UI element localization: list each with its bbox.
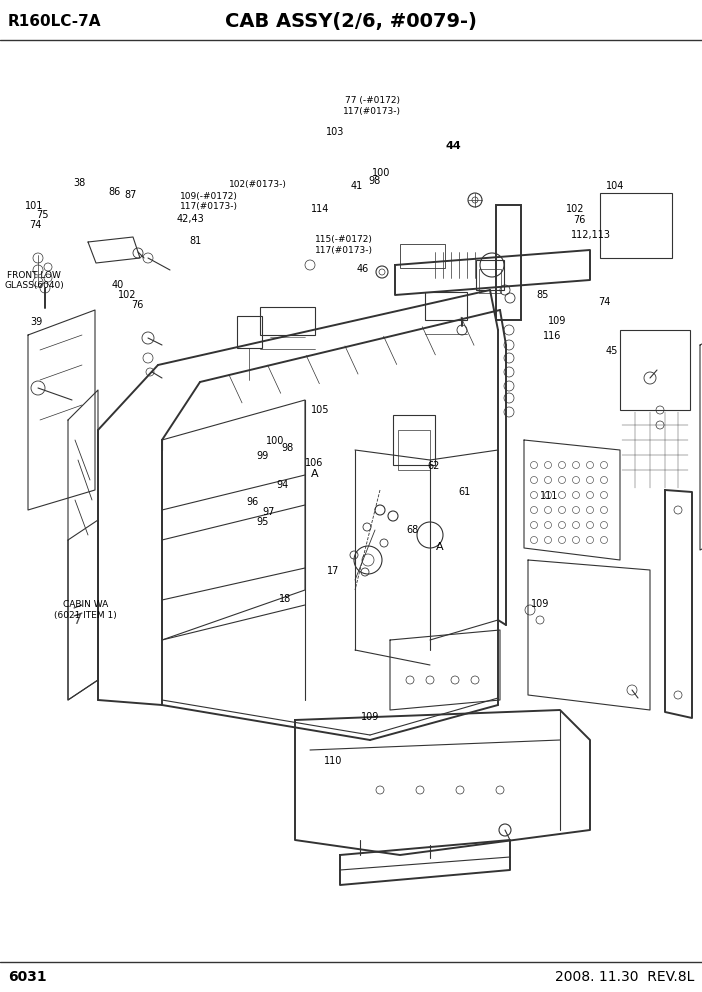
Text: 77 (-#0172)
117(#0173-): 77 (-#0172) 117(#0173-)	[343, 96, 401, 116]
Text: 111: 111	[540, 491, 558, 501]
Text: CABIN WA
(6021 ITEM 1): CABIN WA (6021 ITEM 1)	[54, 600, 117, 620]
Text: 62: 62	[428, 461, 440, 471]
Text: 61: 61	[458, 487, 470, 497]
Text: 109: 109	[531, 599, 549, 609]
Text: 46: 46	[357, 264, 369, 274]
Bar	[496, 205, 521, 320]
Text: 40: 40	[111, 280, 124, 290]
Text: 6031: 6031	[8, 970, 46, 984]
Text: 106: 106	[305, 458, 323, 468]
Text: 103: 103	[326, 127, 345, 137]
Bar	[237, 316, 262, 348]
Text: 76: 76	[131, 300, 144, 310]
Text: 99: 99	[256, 451, 269, 461]
Text: 112,113: 112,113	[571, 230, 611, 240]
Text: 100: 100	[266, 436, 284, 446]
Bar	[479, 269, 501, 293]
Bar	[620, 330, 690, 410]
Text: 7: 7	[73, 613, 83, 627]
Text: 38: 38	[73, 178, 86, 187]
Text: 109: 109	[361, 712, 379, 722]
Text: 101: 101	[25, 201, 43, 211]
Text: 75: 75	[36, 210, 48, 220]
Text: 42,43: 42,43	[176, 214, 204, 224]
Text: 96: 96	[246, 497, 259, 507]
Text: 98: 98	[368, 176, 380, 186]
Text: 102(#0173-): 102(#0173-)	[229, 180, 286, 189]
Text: FRONT LOW
GLASS(6040): FRONT LOW GLASS(6040)	[4, 271, 64, 291]
Text: 74: 74	[598, 297, 611, 307]
Text: 18: 18	[279, 594, 291, 604]
Text: 2008. 11.30  REV.8L: 2008. 11.30 REV.8L	[555, 970, 694, 984]
Text: 74: 74	[29, 220, 42, 230]
Text: 110: 110	[324, 756, 342, 766]
Bar	[398, 430, 430, 470]
Text: 105: 105	[311, 405, 329, 415]
Text: 44: 44	[446, 141, 461, 151]
Text: 102: 102	[118, 290, 136, 300]
Text: 100: 100	[372, 168, 390, 178]
Text: 104: 104	[606, 182, 624, 191]
Text: 102: 102	[567, 204, 585, 214]
Text: 109: 109	[548, 316, 566, 326]
Text: A: A	[312, 469, 319, 479]
Text: 86: 86	[108, 187, 121, 197]
Text: A: A	[437, 542, 444, 552]
Text: 116: 116	[543, 331, 561, 341]
Text: 98: 98	[282, 443, 294, 453]
Text: 68: 68	[406, 525, 418, 535]
Bar	[425, 292, 467, 320]
Bar	[600, 193, 672, 258]
Text: 109(-#0172)
117(#0173-): 109(-#0172) 117(#0173-)	[180, 191, 238, 211]
Bar	[400, 244, 445, 268]
Text: 45: 45	[605, 346, 618, 356]
Text: CAB ASSY(2/6, #0079-): CAB ASSY(2/6, #0079-)	[225, 13, 477, 32]
Bar	[393, 415, 435, 465]
Text: 115(-#0172)
117(#0173-): 115(-#0172) 117(#0173-)	[315, 235, 373, 255]
Text: 17: 17	[326, 566, 339, 576]
Text: 41: 41	[350, 182, 363, 191]
Text: 76: 76	[574, 215, 586, 225]
Text: 114: 114	[311, 204, 329, 214]
Bar	[260, 307, 315, 335]
Text: 95: 95	[256, 517, 269, 527]
Text: R160LC-7A: R160LC-7A	[8, 15, 102, 30]
Text: 81: 81	[189, 236, 201, 246]
Text: 94: 94	[277, 480, 289, 490]
Text: 97: 97	[263, 507, 275, 517]
Bar	[476, 260, 504, 290]
Text: 87: 87	[124, 190, 137, 200]
Text: 39: 39	[30, 317, 43, 327]
Text: 85: 85	[536, 290, 549, 300]
